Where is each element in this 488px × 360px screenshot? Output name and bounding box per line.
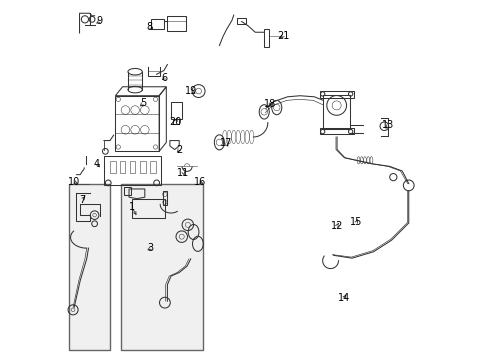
Text: 13: 13 [381, 121, 393, 130]
Bar [69, 184, 110, 350]
Text: 16: 16 [193, 177, 205, 187]
Bar [149, 161, 155, 173]
Text: 5: 5 [140, 98, 146, 108]
Bar [167, 16, 185, 31]
Text: 14: 14 [337, 293, 349, 303]
Bar [319, 91, 353, 98]
Bar [121, 184, 203, 350]
Text: 2: 2 [176, 144, 182, 154]
Bar [319, 128, 353, 134]
Text: 4: 4 [94, 159, 100, 169]
Bar [237, 18, 246, 24]
Bar [264, 30, 268, 46]
Text: 12: 12 [330, 221, 343, 231]
Bar [171, 102, 182, 119]
Bar [129, 161, 135, 173]
Bar [131, 199, 164, 219]
Bar [323, 95, 349, 129]
Bar [120, 161, 125, 173]
Bar [110, 161, 116, 173]
Text: 18: 18 [264, 99, 276, 109]
Bar [150, 19, 164, 29]
Text: 17: 17 [219, 139, 232, 148]
Text: 7: 7 [79, 195, 85, 205]
Text: 15: 15 [349, 217, 362, 227]
Bar [124, 187, 131, 195]
Text: 6: 6 [162, 73, 167, 83]
Text: 10: 10 [68, 177, 80, 187]
Text: 8: 8 [146, 22, 152, 32]
Text: 11: 11 [177, 168, 189, 178]
Text: 19: 19 [185, 86, 197, 96]
Bar [140, 161, 145, 173]
Text: 9: 9 [96, 17, 102, 27]
Text: 21: 21 [277, 31, 289, 41]
Bar [104, 156, 160, 185]
Text: 20: 20 [169, 117, 182, 127]
Text: 1: 1 [128, 202, 134, 212]
Text: 3: 3 [147, 243, 153, 253]
